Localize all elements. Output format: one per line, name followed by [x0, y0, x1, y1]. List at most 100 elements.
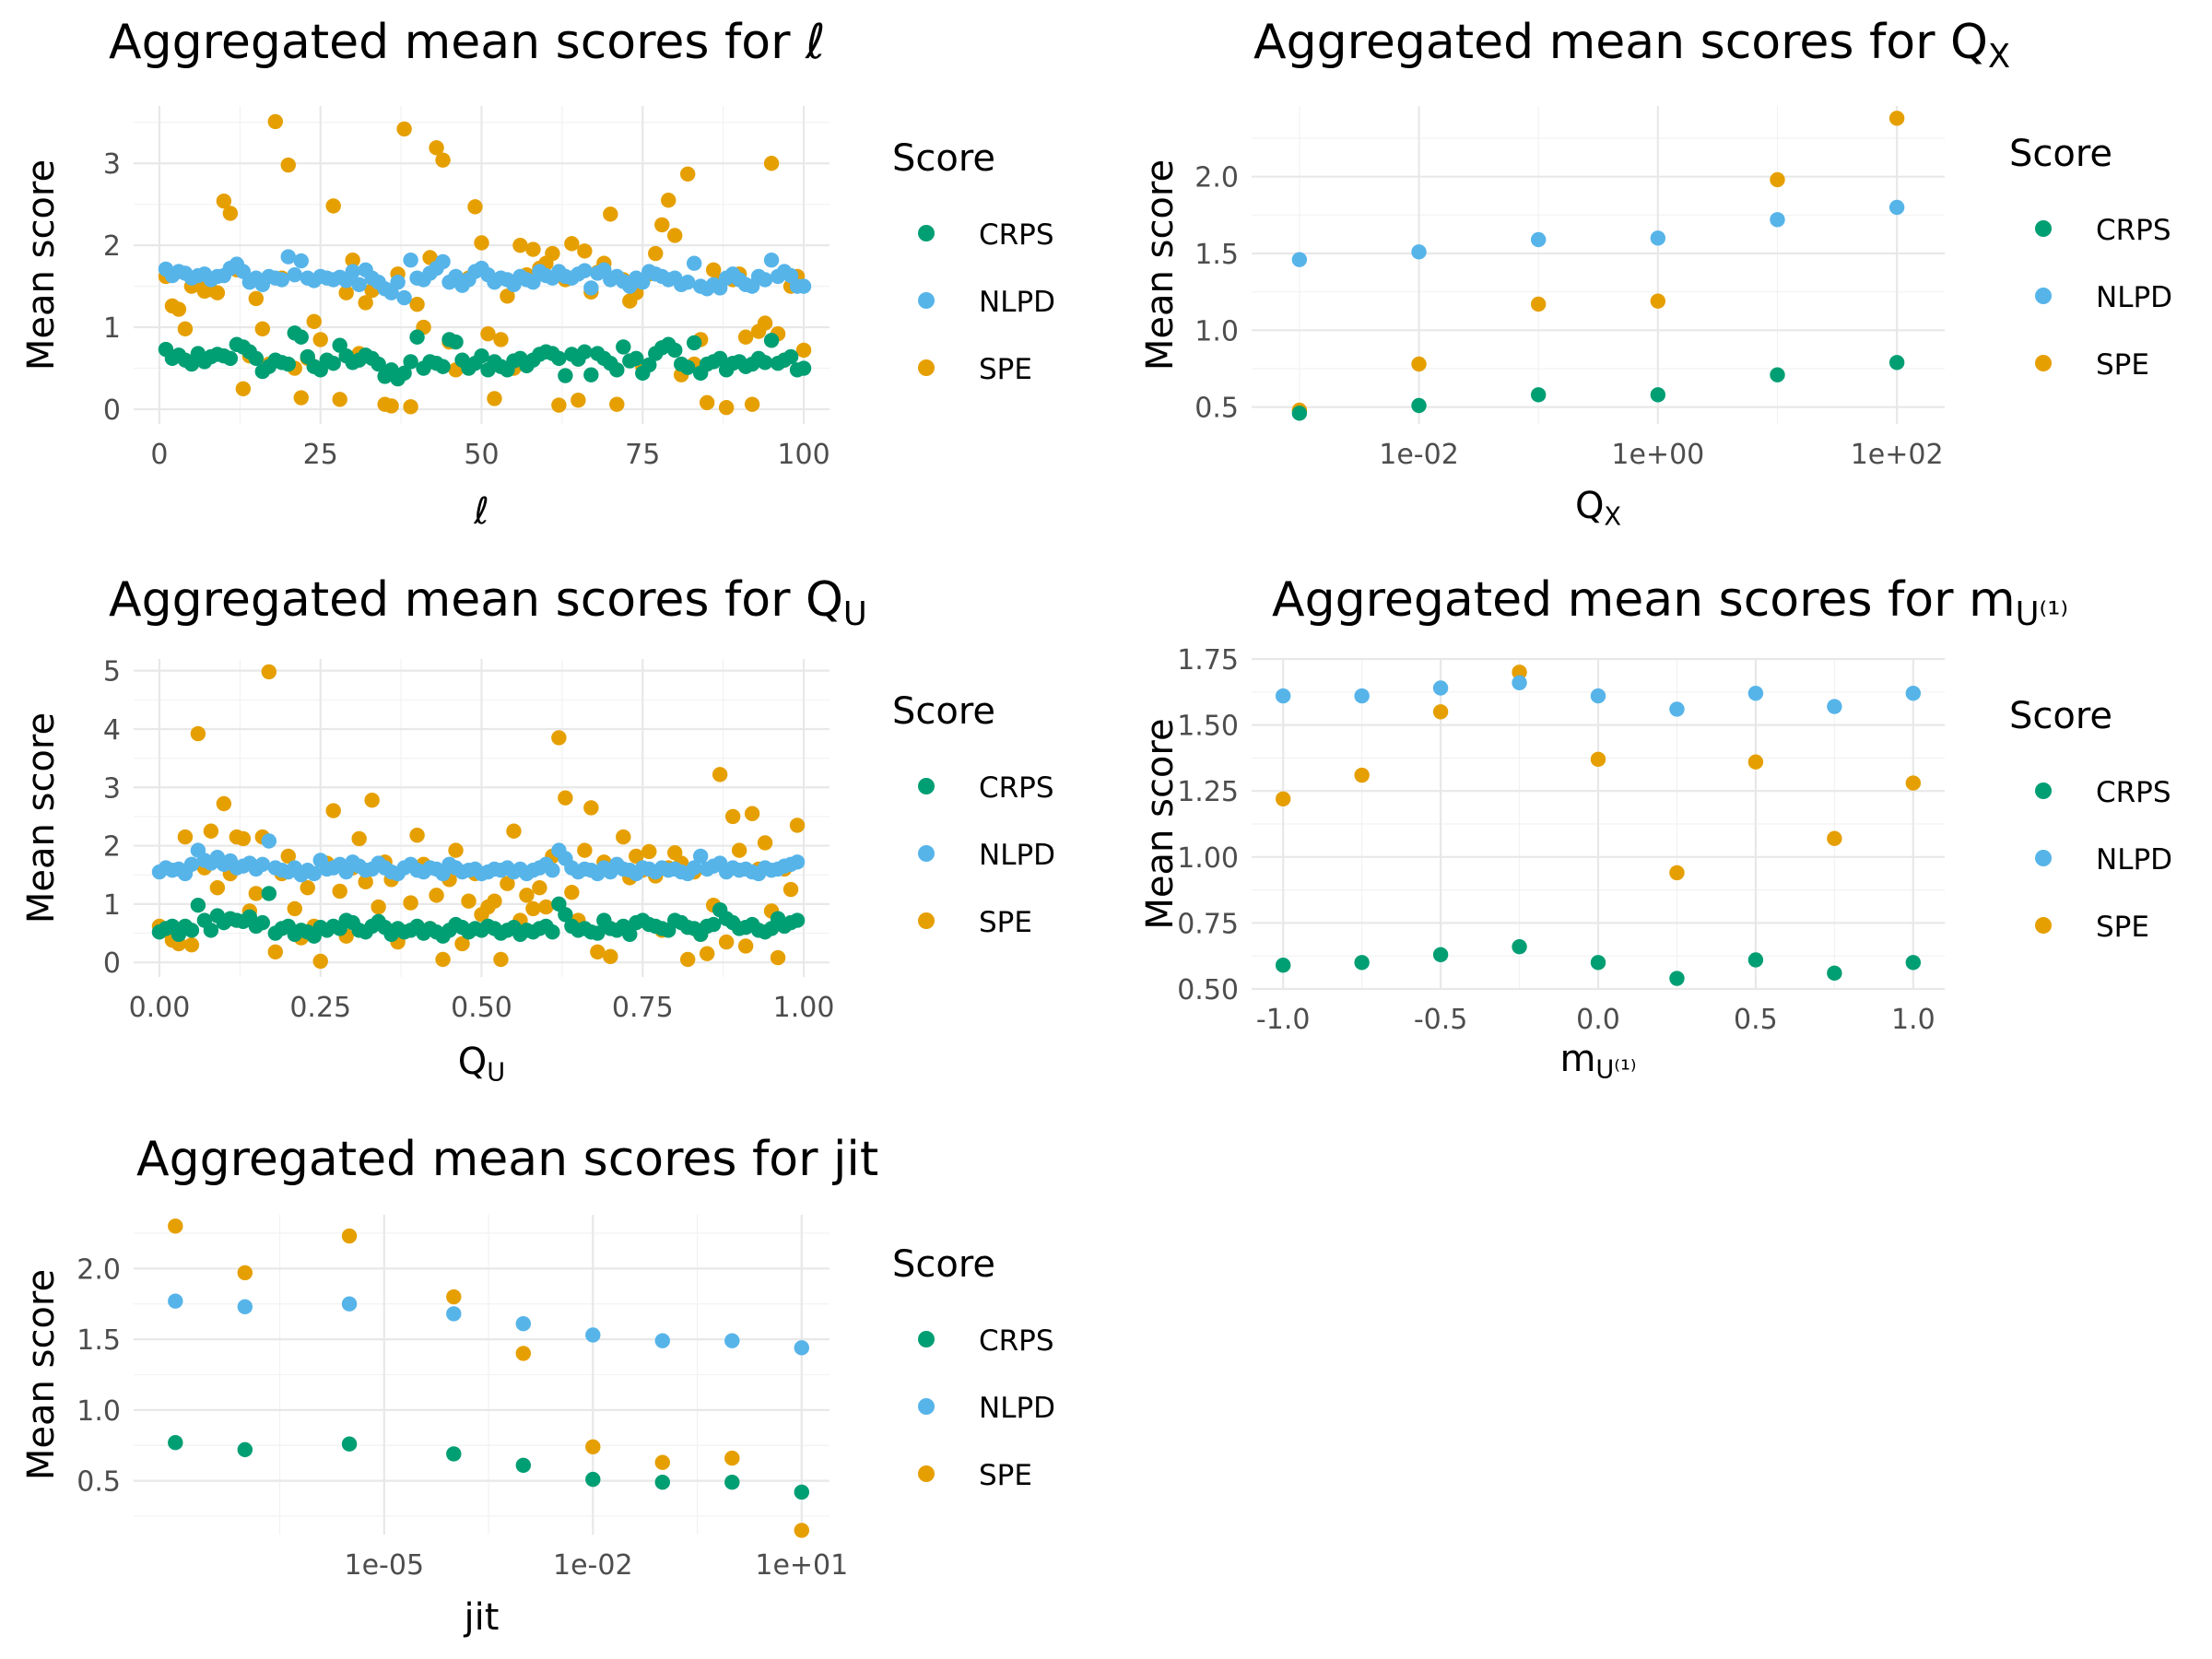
point-crps: [446, 1446, 462, 1462]
point-spe: [358, 295, 373, 311]
legend-label-crps: CRPS: [979, 218, 1054, 252]
point-crps: [474, 347, 489, 364]
point-spe: [403, 399, 418, 415]
point-nlpd: [341, 1296, 358, 1312]
legend-label-crps: CRPS: [2096, 214, 2171, 247]
point-spe: [737, 938, 754, 954]
x-tick-label: 1.0: [1891, 1004, 1936, 1036]
point-spe: [731, 842, 747, 858]
point-crps: [1590, 955, 1606, 971]
point-crps: [435, 359, 451, 374]
point-crps: [641, 357, 657, 373]
x-tick-label: 1e+00: [1611, 439, 1704, 471]
point-spe: [371, 899, 386, 915]
point-spe: [564, 236, 580, 252]
legend-key-nlpd: [918, 1398, 935, 1415]
point-crps: [712, 350, 728, 367]
point-nlpd: [261, 833, 277, 849]
point-spe: [616, 829, 631, 845]
y-tick-label: 3: [103, 772, 121, 805]
point-spe: [332, 883, 347, 900]
y-tick-label: 1: [103, 312, 121, 345]
point-spe: [770, 949, 786, 966]
point-spe: [435, 951, 451, 968]
point-spe: [461, 893, 477, 909]
point-spe: [396, 121, 412, 137]
x-tick-label: 1.00: [773, 992, 835, 1024]
legend-label-nlpd: NLPD: [979, 1392, 1055, 1425]
point-crps: [545, 924, 560, 940]
point-nlpd: [1512, 675, 1527, 690]
point-nlpd: [692, 848, 709, 865]
point-crps: [585, 1471, 601, 1488]
point-crps: [1530, 387, 1547, 403]
point-nlpd: [168, 1293, 183, 1309]
point-nlpd: [583, 280, 599, 296]
x-tick-label: 25: [303, 439, 338, 471]
point-spe: [724, 1450, 740, 1466]
point-spe: [603, 948, 618, 965]
point-spe: [474, 235, 489, 251]
y-tick-label: 1.0: [76, 1395, 121, 1428]
point-spe: [1411, 356, 1427, 372]
x-tick-label: 1e-05: [345, 1549, 425, 1582]
point-spe: [512, 237, 528, 253]
point-spe: [1590, 751, 1606, 768]
point-nlpd: [795, 278, 812, 294]
y-axis-title: Mean score: [1139, 159, 1182, 371]
point-crps: [248, 350, 265, 367]
point-spe: [667, 228, 683, 243]
point-crps: [1411, 397, 1427, 414]
y-tick-label: 0.5: [1194, 393, 1239, 425]
point-crps: [1512, 938, 1527, 955]
point-crps: [763, 333, 780, 348]
point-crps: [583, 367, 599, 382]
point-spe: [1905, 775, 1922, 791]
data-points: [168, 1218, 809, 1538]
point-crps: [222, 350, 239, 367]
point-spe: [795, 342, 812, 359]
point-spe: [345, 252, 360, 268]
x-tick-label: -0.5: [1414, 1004, 1468, 1036]
data-points: [151, 664, 806, 970]
point-nlpd: [577, 263, 593, 278]
point-spe: [280, 848, 296, 865]
point-spe: [680, 951, 696, 968]
point-spe: [222, 206, 239, 221]
legend-title: Score: [892, 690, 995, 733]
point-spe: [609, 396, 625, 412]
point-spe: [763, 156, 780, 171]
point-spe: [248, 290, 265, 307]
y-tick-label: 1.75: [1177, 644, 1239, 677]
point-spe: [1650, 293, 1666, 309]
point-nlpd: [686, 255, 702, 271]
x-tick-label: 0.50: [451, 992, 512, 1024]
panel-qx: 0.5 1.0 1.5 2.0 1e-02 1e+00 1e+02 Aggregated me…: [1139, 15, 2172, 532]
point-spe: [1747, 754, 1764, 770]
point-spe: [737, 329, 754, 345]
point-spe: [718, 400, 735, 416]
point-spe: [325, 803, 341, 818]
data-points: [1291, 111, 1905, 421]
point-spe: [235, 830, 252, 847]
panel-jit: 0.5 1.0 1.5 2.0 1e-05 1e-02 1e+01 Aggregated me…: [20, 1132, 1055, 1639]
legend-key-crps: [2035, 782, 2052, 799]
y-tick-label: 0.50: [1177, 974, 1239, 1006]
point-nlpd: [757, 272, 773, 288]
point-spe: [1354, 767, 1370, 783]
point-spe: [409, 296, 425, 312]
point-spe: [403, 895, 418, 911]
point-crps: [795, 360, 812, 376]
point-spe: [577, 243, 593, 259]
legend-title: Score: [892, 137, 995, 180]
point-spe: [338, 285, 354, 300]
point-nlpd: [274, 272, 289, 288]
point-nlpd: [254, 856, 271, 873]
point-spe: [312, 953, 328, 970]
point-crps: [686, 335, 702, 351]
point-spe: [629, 848, 644, 865]
point-spe: [1275, 791, 1291, 806]
point-nlpd: [763, 252, 780, 268]
legend-key-nlpd: [918, 845, 935, 862]
